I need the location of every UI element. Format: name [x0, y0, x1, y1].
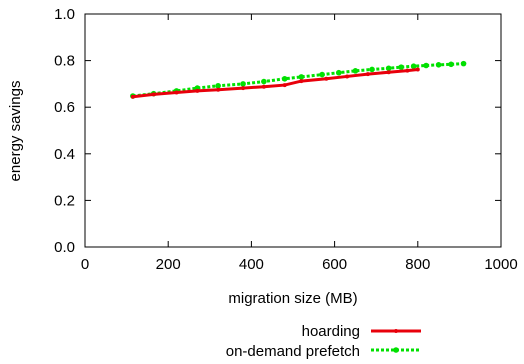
data-point-hoarding — [282, 83, 287, 88]
data-point-on-demand-prefetch — [352, 68, 359, 74]
y-tick-label: 0.6 — [54, 99, 75, 116]
y-tick-label: 0.2 — [54, 192, 75, 209]
plot-frame — [84, 13, 502, 248]
series-layer — [130, 60, 467, 99]
x-tick-label: 800 — [405, 256, 430, 273]
data-point-hoarding — [151, 92, 156, 97]
y-tick-label: 0.0 — [54, 239, 75, 256]
data-point-on-demand-prefetch — [435, 61, 442, 68]
data-point-on-demand-prefetch — [410, 63, 417, 69]
data-point-hoarding — [195, 88, 200, 93]
data-point-hoarding — [130, 94, 135, 99]
x-tick-label: 600 — [322, 256, 347, 273]
legend-label-hoarding: hoarding — [302, 323, 360, 340]
data-point-hoarding — [405, 68, 410, 73]
data-point-on-demand-prefetch — [261, 78, 267, 85]
data-point-on-demand-prefetch — [423, 62, 429, 69]
data-point-hoarding — [261, 84, 266, 89]
data-point-on-demand-prefetch — [398, 64, 404, 70]
x-axis-label: migration size (MB) — [228, 290, 357, 307]
legend-marker-hoarding — [394, 329, 398, 333]
data-point-on-demand-prefetch — [298, 74, 305, 80]
data-point-on-demand-prefetch — [460, 60, 467, 67]
y-tick-label: 0.8 — [54, 53, 75, 70]
y-tick-label: 0.4 — [54, 146, 75, 163]
data-point-hoarding — [299, 79, 304, 84]
data-point-hoarding — [345, 74, 350, 79]
data-point-on-demand-prefetch — [385, 65, 392, 72]
data-point-on-demand-prefetch — [335, 69, 342, 76]
x-tick-label: 200 — [156, 256, 181, 273]
data-point-hoarding — [241, 86, 246, 91]
data-point-hoarding — [386, 70, 391, 75]
x-tick-label: 1000 — [484, 256, 517, 273]
data-point-on-demand-prefetch — [240, 81, 246, 87]
data-point-on-demand-prefetch — [281, 75, 288, 82]
x-tick-label: 400 — [239, 256, 264, 273]
legend-marker-on-demand-prefetch — [393, 347, 399, 353]
tick-layer: 0 200 400 600 800 1000 0.0 0.2 0.4 0.6 0.8 1.0 — [54, 6, 518, 273]
data-point-on-demand-prefetch — [369, 66, 375, 73]
x-tick-label: 0 — [81, 256, 89, 273]
data-point-on-demand-prefetch — [319, 71, 325, 78]
data-point-hoarding — [174, 90, 179, 95]
legend: hoarding on-demand prefetch — [226, 323, 421, 360]
data-point-hoarding — [324, 76, 329, 81]
data-point-on-demand-prefetch — [448, 61, 454, 68]
data-point-hoarding — [216, 87, 221, 92]
data-point-hoarding — [365, 72, 370, 77]
data-point-hoarding — [415, 67, 420, 72]
y-tick-label: 1.0 — [54, 6, 75, 23]
data-point-on-demand-prefetch — [215, 82, 221, 89]
legend-label-on-demand-prefetch: on-demand prefetch — [226, 343, 360, 360]
y-axis-label: energy savings — [7, 81, 24, 182]
